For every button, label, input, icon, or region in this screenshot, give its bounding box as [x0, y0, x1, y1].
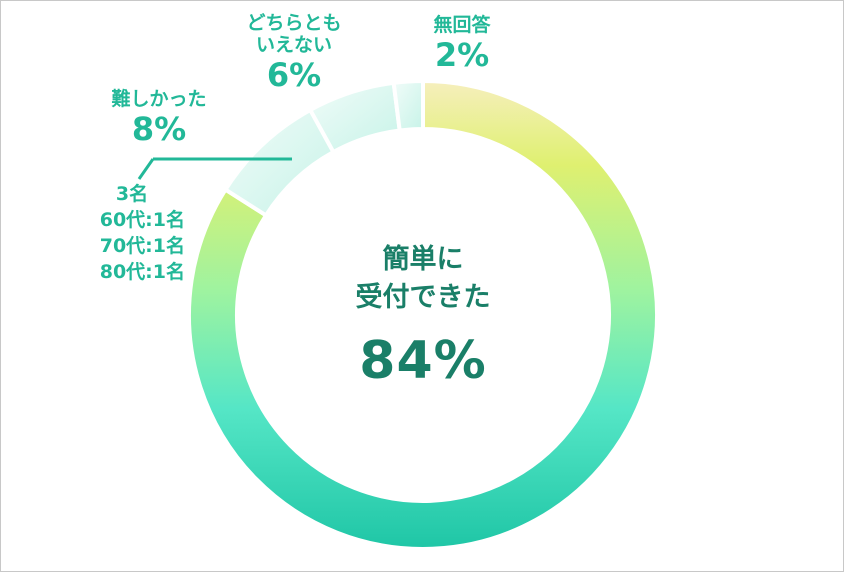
annotation-line: 60代:1名 [99, 209, 185, 231]
label-neutral-line2: いえない [255, 33, 332, 56]
label-neutral-line1: どちらとも [246, 12, 342, 34]
label-neutral-pct: 6% [266, 55, 322, 94]
label-difficult-pct: 8% [131, 109, 187, 148]
label-difficult-name: 難しかった [111, 88, 207, 110]
center-value: 84% [359, 331, 487, 391]
center-title-line2: 受付できた [355, 282, 491, 313]
label-difficult: 難しかった 8% [97, 88, 221, 148]
label-no-answer: 無回答 2% [409, 14, 515, 74]
leader-line-tail [137, 158, 155, 180]
annotation-line: 80代:1名 [99, 261, 185, 283]
label-no-answer-name: 無回答 [433, 14, 491, 36]
center-title-line1: 簡単に [382, 244, 464, 275]
center-label: 簡単に 受付できた 84% [301, 241, 545, 391]
slice-no-answer [391, 78, 425, 133]
label-no-answer-pct: 2% [434, 35, 490, 74]
difficult-annotation: 3名 60代:1名 70代:1名 80代:1名 [61, 181, 185, 285]
slice-easy [187, 78, 659, 551]
annotation-line: 70代:1名 [99, 235, 185, 257]
label-neutral: どちらとも いえない 6% [229, 12, 359, 94]
annotation-line: 3名 [115, 183, 149, 205]
